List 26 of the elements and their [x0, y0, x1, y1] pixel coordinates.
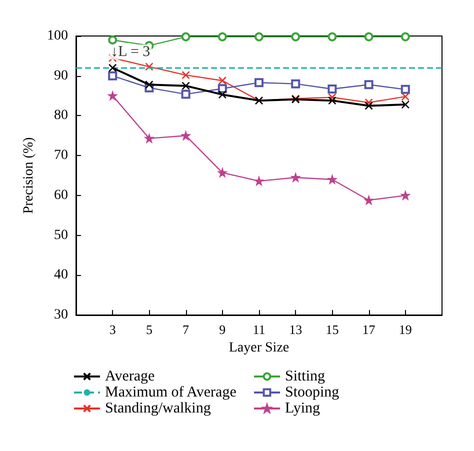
y-tick-label: 40	[54, 268, 68, 283]
legend-label: Average	[105, 368, 156, 384]
x-tick-label: 3	[109, 322, 116, 337]
y-axis-title: Precision (%)	[22, 136, 36, 214]
x-tick-label: 7	[182, 322, 190, 337]
x-tick-label: 17	[362, 322, 376, 337]
legend-label: Lying	[285, 400, 320, 416]
x-tick-label: 13	[289, 322, 302, 337]
y-tick-label: 90	[54, 68, 68, 84]
x-tick-label: 15	[326, 322, 339, 337]
legend-label: Sitting	[285, 368, 326, 384]
y-tick-label: 50	[54, 228, 68, 243]
x-tick-label: 5	[146, 322, 152, 337]
legend-label: Standing/walking	[105, 400, 212, 416]
y-tick-label: 30	[54, 308, 68, 322]
legend-label: Maximum of Average	[105, 384, 237, 400]
x-axis-title: Layer Size	[228, 340, 290, 356]
y-tick-label: 60	[54, 188, 68, 203]
x-tick-label: 9	[219, 322, 226, 337]
y-tick-label: 80	[54, 108, 68, 124]
y-tick-label: 100	[47, 28, 68, 44]
annotation: ↓L = 3	[110, 44, 150, 60]
legend-label: Stooping	[285, 384, 340, 400]
x-tick-label: 19	[398, 322, 412, 337]
x-tick-label: 11	[252, 322, 266, 337]
y-tick-label: 70	[54, 148, 68, 164]
